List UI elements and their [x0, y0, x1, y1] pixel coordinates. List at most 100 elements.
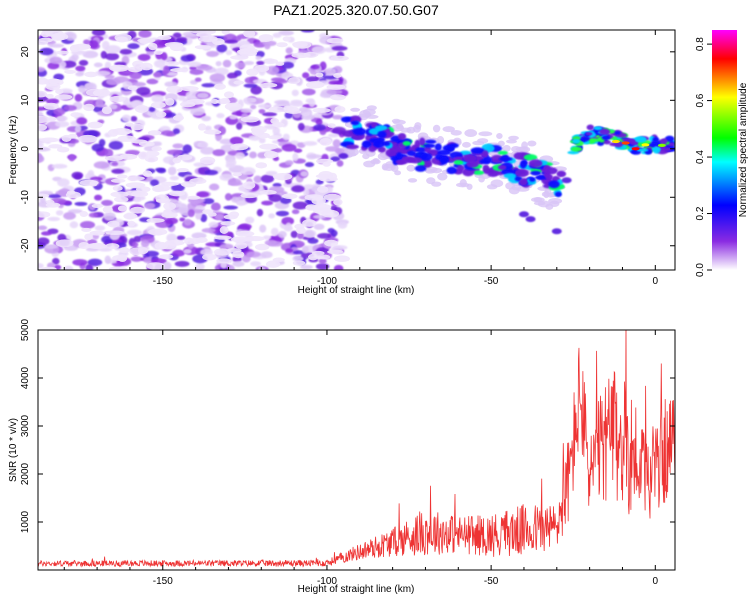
- noise-haze: [150, 101, 166, 109]
- noise-haze: [163, 209, 172, 216]
- noise-haze: [84, 71, 98, 78]
- noise-blob: [262, 235, 272, 240]
- noise-blob: [243, 97, 257, 104]
- noise-blob: [281, 143, 297, 152]
- noise-blob: [68, 154, 75, 162]
- noise-haze: [154, 50, 163, 55]
- noise-haze: [181, 181, 197, 188]
- noise-blob: [49, 56, 63, 65]
- strong-signal-blob: [570, 146, 583, 152]
- noise-blob: [195, 263, 205, 270]
- noise-haze: [127, 220, 136, 227]
- noise-blob: [89, 40, 99, 49]
- noise-blob: [76, 117, 88, 125]
- noise-haze: [146, 262, 165, 270]
- noise-blob: [240, 108, 253, 113]
- noise-blob: [167, 166, 177, 176]
- noise-blob: [209, 73, 226, 83]
- noise-blob: [275, 79, 288, 84]
- noise-haze: [203, 129, 222, 135]
- noise-haze: [72, 43, 91, 50]
- signal-blob: [402, 141, 411, 146]
- noise-haze: [323, 193, 341, 201]
- noise-blob: [56, 115, 68, 122]
- signal-blob: [466, 160, 479, 168]
- noise-haze: [268, 106, 287, 113]
- noise-blob: [307, 238, 319, 244]
- noise-blob: [223, 205, 238, 210]
- signal-blob: [486, 145, 495, 152]
- colorbar-tick-label: 0.0: [695, 263, 706, 277]
- colorbar: 0.0 0.2 0.4 0.6 0.8 Normalized spectral ampl…: [695, 30, 749, 277]
- signal-halo-blob: [366, 105, 377, 111]
- noise-haze: [305, 204, 318, 211]
- noise-haze: [164, 41, 184, 48]
- signal-blob: [396, 152, 403, 159]
- noise-blob: [94, 70, 111, 77]
- noise-haze: [116, 174, 128, 179]
- noise-blob: [130, 256, 143, 262]
- noise-blob: [190, 106, 205, 116]
- signal-halo-blob: [502, 144, 511, 152]
- noise-blob: [57, 178, 70, 187]
- y-tick-label: -20: [20, 238, 31, 253]
- noise-blob: [101, 199, 114, 206]
- noise-haze: [311, 250, 325, 256]
- noise-blob: [245, 216, 255, 224]
- noise-haze: [235, 230, 255, 237]
- y-tick-label: 3000: [20, 414, 31, 437]
- noise-blob: [274, 100, 290, 105]
- noise-haze: [39, 137, 60, 143]
- signal-blob: [385, 148, 399, 158]
- noise-blob: [160, 52, 168, 61]
- y-tick-label: 1000: [20, 510, 31, 533]
- signal-halo-blob: [478, 175, 485, 183]
- noise-haze: [38, 91, 48, 98]
- noise-haze: [105, 243, 120, 249]
- y-tick-label: 0: [20, 146, 31, 152]
- noise-blob: [177, 95, 186, 101]
- noise-blob: [226, 72, 238, 79]
- signal-halo-blob: [437, 172, 448, 181]
- signal-blob: [497, 164, 507, 170]
- noise-blob: [225, 158, 237, 167]
- noise-haze: [202, 253, 217, 261]
- noise-haze: [107, 220, 120, 228]
- noise-blob: [136, 86, 151, 96]
- signal-blob: [482, 164, 490, 172]
- strong-signal-blob: [648, 143, 658, 147]
- noise-haze: [195, 237, 208, 243]
- noise-blob: [325, 146, 340, 152]
- signal-halo-blob: [508, 135, 519, 141]
- noise-haze: [259, 82, 278, 88]
- noise-blob: [127, 43, 140, 50]
- noise-haze: [158, 242, 176, 250]
- noise-blob: [111, 161, 119, 166]
- noise-haze: [112, 185, 123, 191]
- noise-haze: [198, 123, 207, 131]
- noise-blob: [138, 30, 152, 38]
- signal-blob: [518, 211, 529, 218]
- signal-blob: [352, 127, 367, 136]
- noise-blob: [313, 223, 325, 230]
- noise-blob: [258, 266, 266, 270]
- noise-blob: [69, 138, 80, 144]
- signal-halo-blob: [533, 197, 543, 202]
- noise-blob: [260, 251, 273, 259]
- noise-haze: [330, 94, 346, 101]
- signal-blob: [338, 153, 349, 160]
- noise-blob: [105, 52, 120, 61]
- noise-blob: [249, 151, 257, 159]
- spectrogram-ylabel: Frequency (Hz): [8, 116, 19, 185]
- noise-blob: [265, 65, 280, 75]
- noise-blob: [78, 59, 89, 66]
- noise-blob: [241, 167, 256, 176]
- noise-haze: [223, 91, 234, 99]
- noise-blob: [313, 124, 326, 131]
- noise-blob: [87, 169, 95, 177]
- signal-blob: [515, 168, 529, 178]
- noise-blob: [278, 30, 294, 36]
- noise-haze: [219, 226, 229, 234]
